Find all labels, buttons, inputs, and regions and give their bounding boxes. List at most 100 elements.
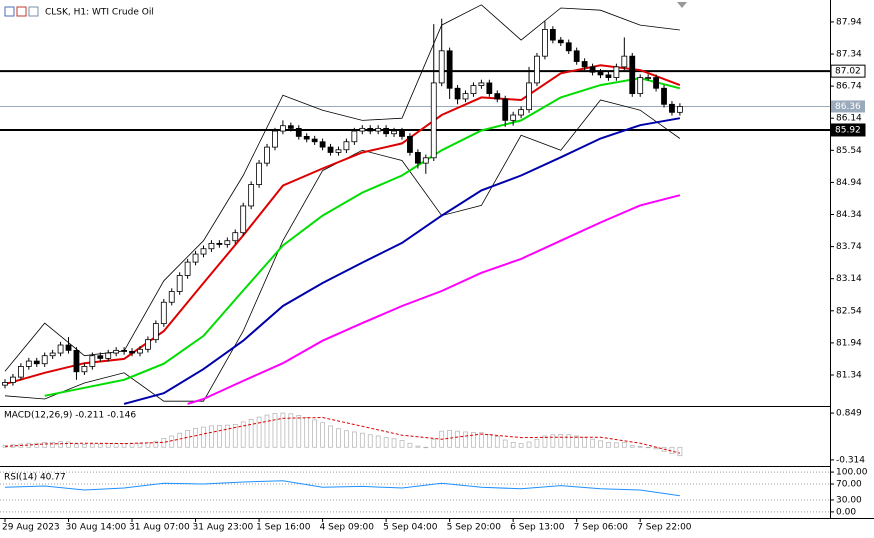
macd-bar: [359, 432, 365, 448]
candle-body: [407, 136, 413, 153]
y-tick-label: 84.94: [836, 178, 862, 188]
icon[interactable]: [28, 6, 39, 17]
y-tick-label: 87.94: [836, 17, 862, 27]
candle-body: [256, 162, 262, 185]
level-label: 85.92: [835, 125, 861, 135]
y-tick-label: 82.54: [836, 306, 862, 316]
macd-bar: [391, 438, 397, 448]
candle-body: [534, 55, 540, 84]
candle-body: [359, 127, 366, 132]
y-tick-label: 87.34: [836, 50, 862, 60]
candle-body: [629, 55, 636, 95]
candle-body: [303, 136, 310, 140]
rsi-title: RSI(14) 40.77: [4, 473, 66, 483]
candle-body: [176, 275, 183, 292]
candle-body: [526, 82, 532, 111]
candle-body: [422, 157, 429, 164]
macd-bar: [58, 441, 63, 448]
macd-bar: [637, 446, 643, 448]
candle-body: [216, 242, 223, 245]
candle-body: [661, 87, 667, 105]
macd-bar: [66, 441, 71, 448]
y-tick-label: 84.34: [836, 210, 862, 220]
candle-body: [375, 127, 382, 132]
macd-bar: [177, 432, 183, 448]
candle-body: [41, 355, 48, 365]
shift-marker: [677, 2, 687, 8]
macd-bar: [494, 436, 500, 448]
candle-body: [89, 355, 96, 367]
x-tick-label: 5 Sep 04:00: [383, 523, 438, 533]
macd-bar: [336, 428, 341, 448]
price-label-box: [831, 100, 865, 113]
macd-bar: [367, 434, 373, 448]
candle-body: [669, 103, 675, 113]
macd-bar: [256, 416, 262, 448]
indicator-line: [123, 117, 681, 405]
x-tick-label: 31 Aug 23:00: [193, 523, 254, 533]
candle-body: [287, 125, 294, 129]
candle-body: [470, 85, 477, 95]
candle-body: [192, 253, 199, 263]
x-tick-label: 4 Sep 09:00: [320, 523, 375, 533]
x-tick-label: 7 Sep 06:00: [574, 523, 629, 533]
macd-bar: [50, 442, 55, 448]
candle-body: [152, 323, 159, 341]
macd-bar: [153, 440, 159, 448]
candle-body: [399, 130, 405, 137]
candle-body: [168, 291, 175, 303]
indicator-line: [187, 194, 681, 405]
toolbar-icons[interactable]: [4, 6, 39, 17]
macd-bar: [431, 438, 437, 448]
candle-body: [462, 93, 469, 100]
macd-bar: [526, 441, 532, 448]
candle-body: [549, 29, 556, 41]
candle-body: [573, 50, 580, 62]
macd-bar: [590, 438, 595, 448]
candle-body: [184, 261, 191, 276]
candle-body: [613, 66, 620, 78]
icon[interactable]: [16, 6, 27, 17]
candle-body: [343, 141, 350, 151]
macd-bar: [629, 445, 635, 448]
candle-body: [605, 74, 612, 78]
candle-body: [653, 77, 659, 89]
candle-body: [446, 50, 453, 89]
candle-body: [200, 248, 207, 255]
macd-bar: [621, 442, 627, 448]
y-tick-label: 83.14: [836, 274, 862, 284]
macd-bar: [645, 446, 651, 449]
y-tick-label: 85.54: [836, 146, 862, 156]
x-tick-label: 7 Sep 22:00: [637, 523, 692, 533]
candle-body: [351, 130, 358, 143]
macd-bar: [423, 446, 429, 449]
y-tick-label: 81.34: [836, 370, 862, 380]
macd-bar: [217, 425, 222, 448]
candle-body: [335, 149, 342, 153]
macd-bar: [328, 425, 333, 448]
y-tick-label: 86.74: [836, 82, 862, 92]
macd-bar: [209, 425, 214, 448]
macd-bar: [566, 434, 572, 448]
level-label-box: [830, 64, 866, 78]
macd-bar: [82, 444, 87, 448]
macd-bar: [169, 435, 175, 448]
candle-body: [81, 366, 88, 373]
candle-body: [645, 77, 652, 79]
candle-body: [145, 339, 151, 350]
macd-bar: [296, 415, 302, 448]
macd-bar: [304, 417, 310, 448]
candle-body: [113, 349, 120, 354]
macd-bar: [677, 446, 683, 457]
candle-body: [494, 93, 501, 100]
macd-bar: [185, 429, 190, 448]
macd-bar: [89, 443, 95, 448]
icon[interactable]: [4, 6, 15, 17]
candle-body: [621, 55, 628, 68]
candle-body: [57, 344, 64, 354]
macd-bar: [502, 439, 508, 448]
candle-body: [327, 146, 334, 153]
macd-bar: [129, 443, 135, 448]
candle-body: [295, 127, 302, 137]
